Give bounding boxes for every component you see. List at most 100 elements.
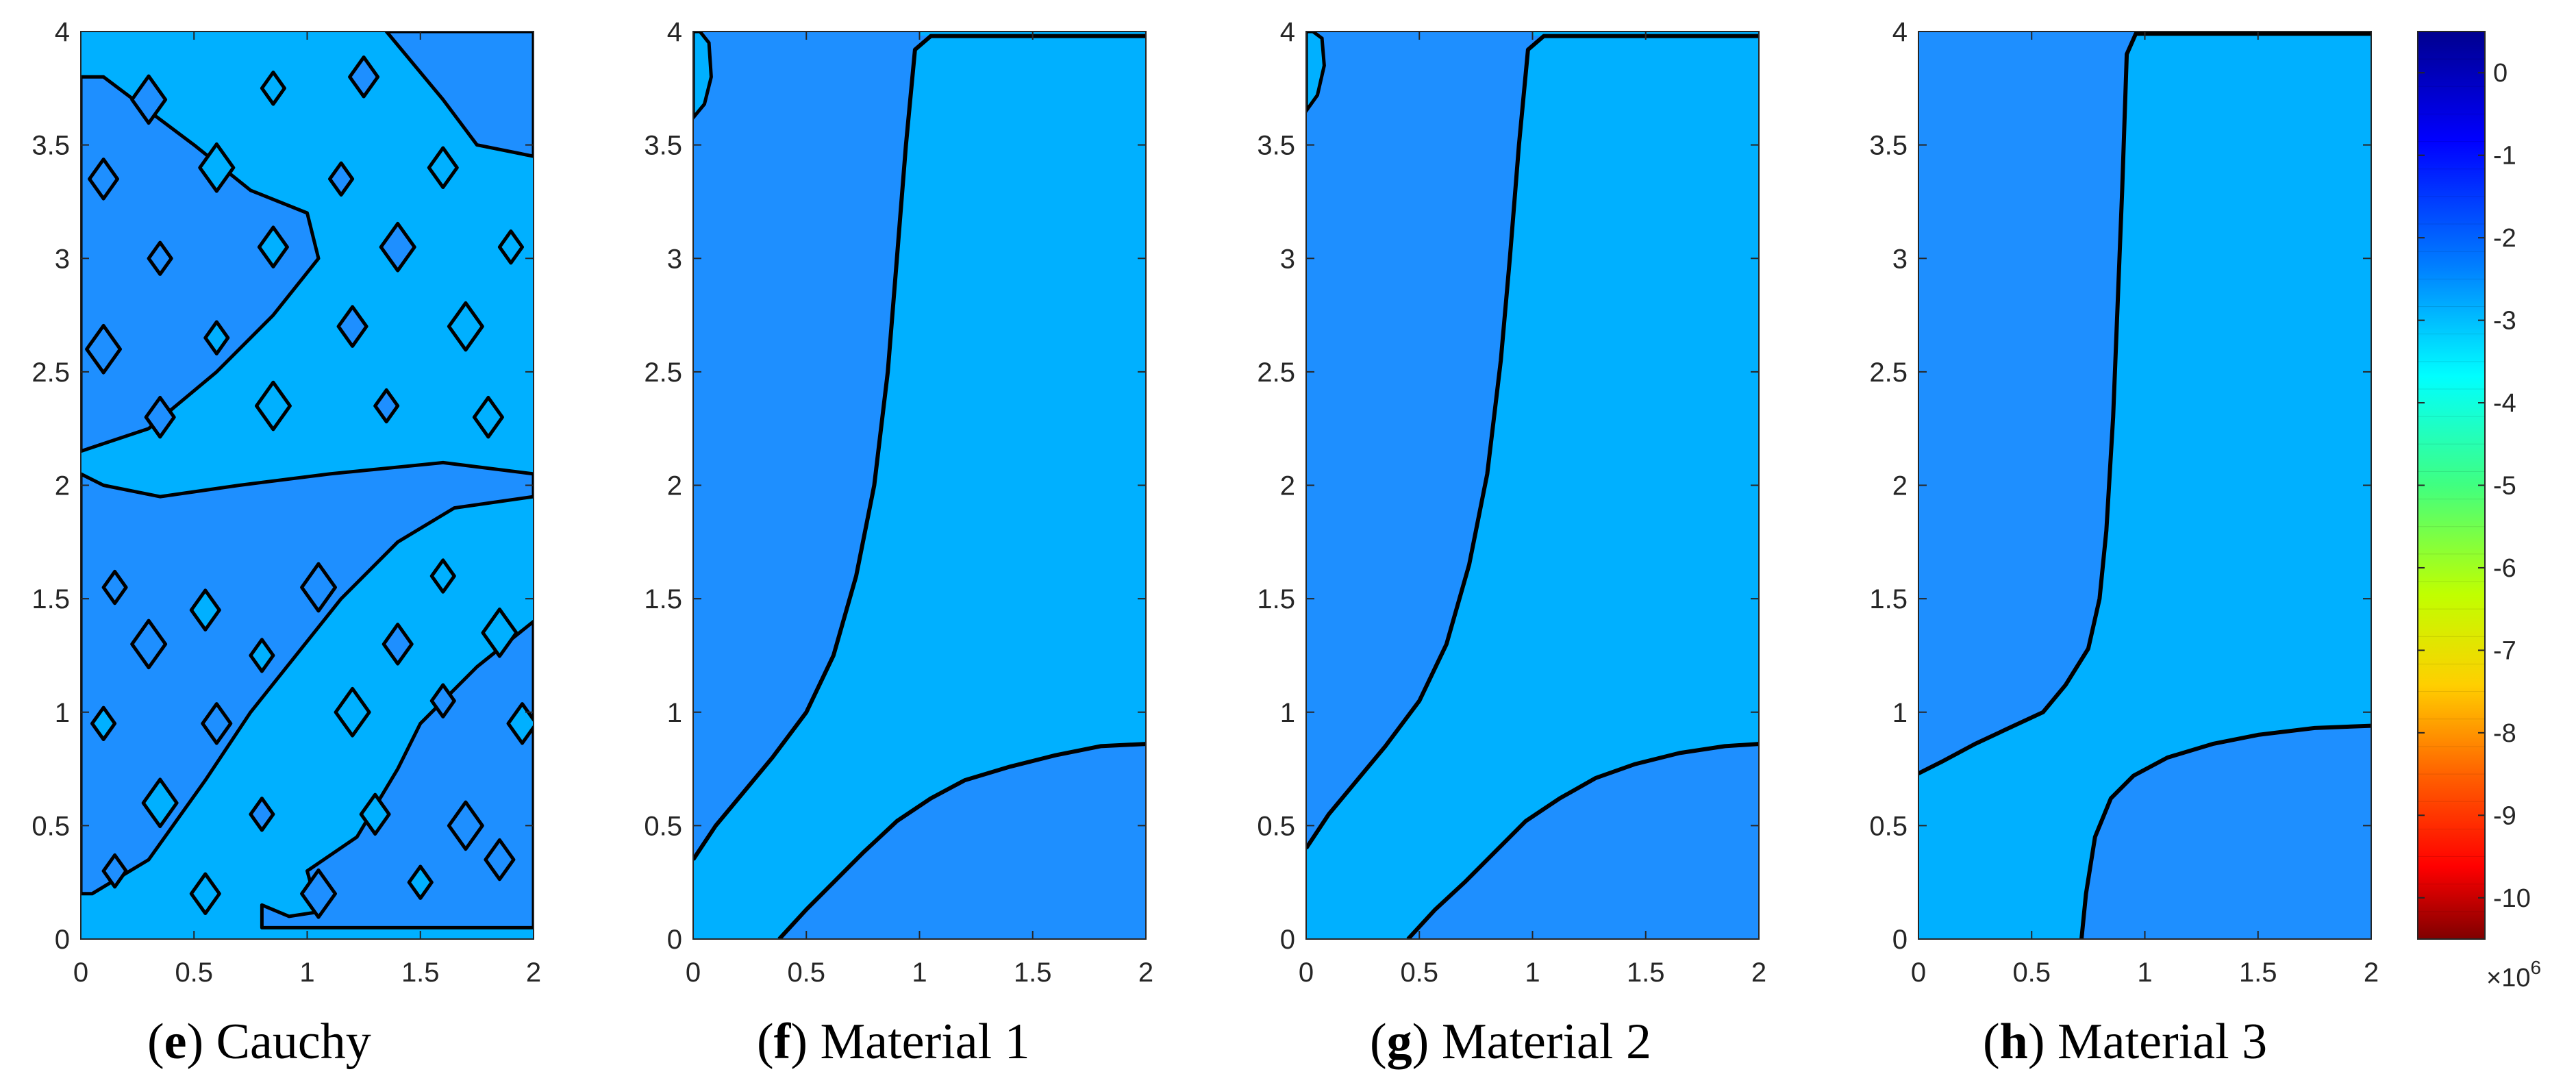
x-tick-label: 0.5	[787, 958, 825, 988]
x-tick-label: 0.5	[1400, 958, 1438, 988]
y-tick-label: 1	[1892, 698, 1908, 728]
contour-island	[497, 229, 524, 265]
colorbar-tick-label: -10	[2493, 884, 2531, 913]
contour-line-2	[777, 742, 1146, 939]
contour-island	[249, 638, 275, 673]
y-tick-label: 0.5	[32, 811, 70, 841]
y-tick-label: 4	[55, 17, 70, 47]
panel-captions: (e) Cauchy (f) Material 1 (g) Material 2…	[147, 1014, 2267, 1070]
caption-g: (g) Material 2	[1370, 1014, 1651, 1070]
panel-g-material-2: 0 0.5 1 1.5 2 0 0.5 1 1.5 2 2.5 3 3.5 4	[1257, 17, 1766, 988]
caption-f: (f) Material 1	[757, 1014, 1030, 1070]
y-tick-label: 3.5	[1257, 131, 1295, 161]
colorbar-tick-label: -1	[2493, 142, 2516, 171]
light-region	[693, 32, 1146, 939]
colorbar-tick-label: -2	[2493, 224, 2516, 253]
y-tick-label: 1	[55, 698, 70, 728]
contour-island	[336, 305, 368, 348]
contour-island	[144, 395, 176, 439]
colorbar-exponent: ×106	[2486, 957, 2541, 992]
colorbar: 0 -1 -2 -3 -4 -5 -6 -7 -8 -9 -10 ×106	[2417, 31, 2541, 992]
corner-region	[693, 32, 713, 121]
y-tick-label: 3	[1280, 244, 1295, 274]
x-tick-label: 2	[1138, 958, 1153, 988]
contour-island	[328, 161, 355, 197]
x-tick-label: 1	[912, 958, 927, 988]
y-tick-label: 1	[667, 698, 682, 728]
corner-region	[1306, 32, 1326, 114]
y-tick-label: 0.5	[1257, 811, 1295, 841]
y-tick-label: 3.5	[644, 131, 682, 161]
y-tick-label: 3	[55, 244, 70, 274]
contour-island	[334, 686, 371, 738]
contour-island	[147, 240, 173, 276]
caption-h: (h) Material 3	[1983, 1014, 2267, 1070]
y-tick-label: 1.5	[1257, 584, 1295, 614]
contour-island	[484, 838, 516, 882]
y-tick-label: 4	[1280, 17, 1295, 47]
colorbar-tick-label: -5	[2493, 472, 2516, 501]
contour-island	[481, 608, 518, 658]
x-tick-label: 2	[526, 958, 541, 988]
contour-island	[300, 562, 337, 613]
y-tick-label: 2	[1280, 471, 1295, 501]
contour-island	[359, 792, 391, 836]
x-tick-label: 0	[686, 958, 701, 988]
x-tick-label: 0	[1911, 958, 1926, 988]
colorbar-ticks: 0 -1 -2 -3 -4 -5 -6 -7 -8 -9 -10	[2418, 59, 2531, 913]
y-tick-label: 2	[55, 471, 70, 501]
y-tick-label: 0	[1280, 925, 1295, 955]
contour-island	[90, 705, 117, 741]
contour-field	[81, 32, 534, 939]
contour-field	[693, 32, 1146, 939]
contour-island	[429, 558, 456, 594]
x-tick-label: 1	[299, 958, 314, 988]
contour-island	[447, 301, 484, 352]
y-tick-label: 3	[667, 244, 682, 274]
contour-island	[382, 623, 414, 666]
colorbar-bands	[2418, 58, 2485, 912]
caption-e: (e) Cauchy	[147, 1014, 371, 1070]
colorbar-tick-label: -4	[2493, 389, 2516, 418]
x-tick-label: 1	[2137, 958, 2152, 988]
contour-island	[203, 320, 230, 355]
contour-island	[447, 800, 484, 851]
contour-line-2	[2079, 723, 2371, 939]
dark-region	[384, 32, 534, 158]
contour-island	[257, 225, 289, 268]
contour-line-2	[1406, 742, 1759, 939]
dark-region	[81, 460, 534, 896]
x-tick-label: 2	[2364, 958, 2379, 988]
colorbar-tick-label: -8	[2493, 719, 2516, 748]
colorbar-tick-label: -3	[2493, 307, 2516, 336]
y-tick-label: 0	[667, 925, 682, 955]
y-tick-label: 1.5	[32, 584, 70, 614]
colorbar-gradient	[2417, 31, 2486, 940]
contour-island	[141, 777, 179, 829]
contour-island	[201, 702, 233, 745]
contour-island	[427, 146, 459, 189]
y-tick-label: 3	[1892, 244, 1908, 274]
y-tick-label: 1	[1280, 698, 1295, 728]
x-tick-label: 1.5	[1014, 958, 1052, 988]
contour-island	[88, 158, 119, 201]
y-tick-label: 2	[1892, 471, 1908, 501]
x-tick-label: 1.5	[2239, 958, 2277, 988]
contour-field	[1918, 32, 2371, 939]
panel-f-material-1: 0 0.5 1 1.5 2 0 0.5 1 1.5 2 2.5 3 3.5 4	[644, 17, 1153, 988]
x-tick-label: 0.5	[175, 958, 213, 988]
y-tick-label: 1.5	[644, 584, 682, 614]
y-tick-label: 3.5	[32, 131, 70, 161]
y-tick-label: 0.5	[644, 811, 682, 841]
panel-e-cauchy: 0 0.5 1 1.5 2 0 0.5 1 1.5 2 2.5 3 3.5 4	[32, 17, 541, 988]
contour-line-1	[693, 34, 1146, 861]
contour-island	[407, 864, 434, 900]
contour-line-1	[1918, 32, 2371, 775]
x-tick-label: 0	[1299, 958, 1314, 988]
x-tick-label: 1	[1525, 958, 1540, 988]
contour-island	[198, 142, 236, 193]
contour-island	[101, 569, 128, 605]
contour-island	[130, 74, 168, 125]
panel-h-material-3: 0 0.5 1 1.5 2 0 0.5 1 1.5 2 2.5 3 3.5 4	[1869, 17, 2379, 988]
